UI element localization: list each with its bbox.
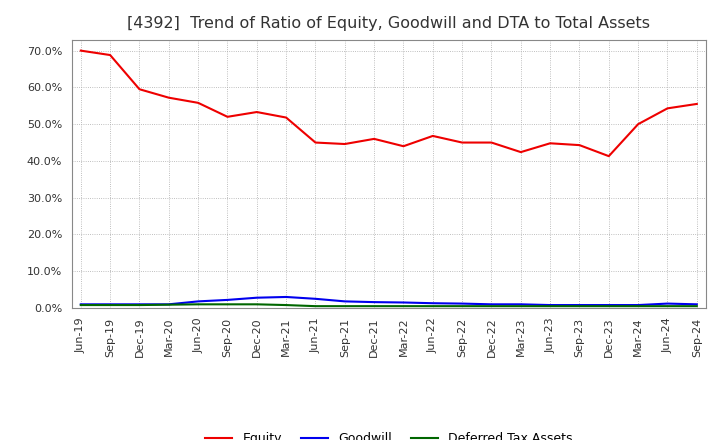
Deferred Tax Assets	[487, 304, 496, 309]
Goodwill	[106, 302, 114, 307]
Deferred Tax Assets	[76, 302, 85, 308]
Equity	[428, 133, 437, 139]
Deferred Tax Assets	[223, 302, 232, 307]
Goodwill	[693, 302, 701, 307]
Goodwill	[223, 297, 232, 303]
Equity	[605, 154, 613, 159]
Deferred Tax Assets	[546, 304, 554, 309]
Goodwill	[428, 301, 437, 306]
Equity	[253, 110, 261, 115]
Goodwill	[516, 302, 525, 307]
Equity	[311, 140, 320, 145]
Goodwill	[194, 299, 202, 304]
Goodwill	[663, 301, 672, 306]
Deferred Tax Assets	[311, 304, 320, 309]
Deferred Tax Assets	[106, 302, 114, 308]
Equity	[693, 101, 701, 106]
Goodwill	[575, 302, 584, 308]
Equity	[194, 100, 202, 106]
Deferred Tax Assets	[428, 304, 437, 309]
Goodwill	[546, 302, 554, 308]
Deferred Tax Assets	[135, 302, 144, 308]
Deferred Tax Assets	[399, 304, 408, 309]
Equity	[663, 106, 672, 111]
Goodwill	[487, 302, 496, 307]
Deferred Tax Assets	[282, 302, 290, 308]
Equity	[223, 114, 232, 119]
Line: Equity: Equity	[81, 51, 697, 156]
Deferred Tax Assets	[341, 304, 349, 309]
Goodwill	[164, 302, 173, 307]
Line: Goodwill: Goodwill	[81, 297, 697, 305]
Equity	[341, 141, 349, 147]
Equity	[487, 140, 496, 145]
Equity	[399, 143, 408, 149]
Equity	[575, 143, 584, 148]
Equity	[282, 115, 290, 120]
Deferred Tax Assets	[663, 304, 672, 309]
Goodwill	[76, 302, 85, 307]
Equity	[106, 52, 114, 58]
Legend: Equity, Goodwill, Deferred Tax Assets: Equity, Goodwill, Deferred Tax Assets	[200, 427, 577, 440]
Goodwill	[282, 294, 290, 300]
Deferred Tax Assets	[605, 304, 613, 309]
Deferred Tax Assets	[516, 304, 525, 309]
Equity	[458, 140, 467, 145]
Goodwill	[605, 302, 613, 308]
Deferred Tax Assets	[164, 302, 173, 307]
Goodwill	[135, 302, 144, 307]
Title: [4392]  Trend of Ratio of Equity, Goodwill and DTA to Total Assets: [4392] Trend of Ratio of Equity, Goodwil…	[127, 16, 650, 32]
Goodwill	[370, 300, 379, 305]
Equity	[546, 141, 554, 146]
Deferred Tax Assets	[194, 302, 202, 307]
Equity	[76, 48, 85, 53]
Equity	[634, 121, 642, 127]
Goodwill	[311, 296, 320, 301]
Goodwill	[634, 302, 642, 308]
Goodwill	[458, 301, 467, 306]
Deferred Tax Assets	[634, 304, 642, 309]
Goodwill	[341, 299, 349, 304]
Line: Deferred Tax Assets: Deferred Tax Assets	[81, 304, 697, 306]
Equity	[370, 136, 379, 142]
Goodwill	[253, 295, 261, 301]
Goodwill	[399, 300, 408, 305]
Deferred Tax Assets	[693, 304, 701, 309]
Deferred Tax Assets	[458, 304, 467, 309]
Equity	[164, 95, 173, 100]
Deferred Tax Assets	[370, 304, 379, 309]
Equity	[135, 87, 144, 92]
Deferred Tax Assets	[575, 304, 584, 309]
Equity	[516, 150, 525, 155]
Deferred Tax Assets	[253, 302, 261, 307]
